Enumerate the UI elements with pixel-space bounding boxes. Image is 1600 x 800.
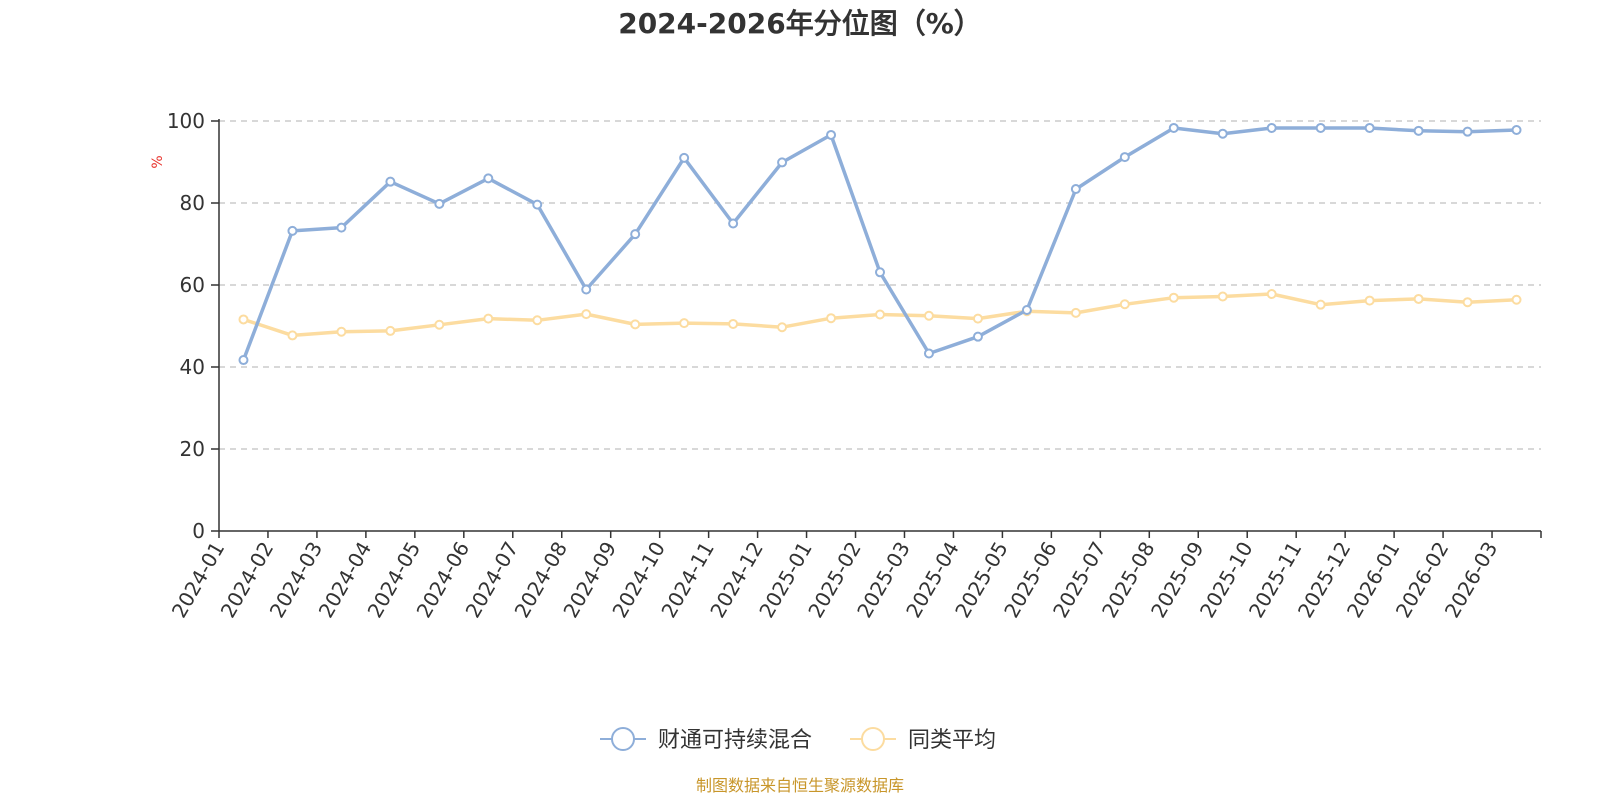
data-point[interactable] <box>972 313 983 324</box>
x-tick-labels: 2024-012024-022024-032024-042024-052024-… <box>167 538 1503 622</box>
data-point[interactable] <box>1413 293 1424 304</box>
data-point[interactable] <box>1413 125 1424 136</box>
data-point[interactable] <box>826 313 837 324</box>
data-point[interactable] <box>287 330 298 341</box>
data-point[interactable] <box>875 267 885 278</box>
data-point[interactable] <box>1119 152 1130 163</box>
data-point[interactable] <box>630 319 641 330</box>
y-tick-label: 0 <box>192 519 205 543</box>
data-point[interactable] <box>630 229 641 240</box>
data-point[interactable] <box>826 129 837 140</box>
data-point[interactable] <box>1315 122 1326 133</box>
data-point[interactable] <box>1462 297 1473 308</box>
data-point[interactable] <box>923 310 934 321</box>
data-point[interactable] <box>1266 122 1277 133</box>
data-point[interactable] <box>728 318 739 329</box>
data-point[interactable] <box>1462 126 1473 137</box>
data-point[interactable] <box>434 319 445 330</box>
data-point[interactable] <box>1168 122 1179 133</box>
data-point[interactable] <box>336 326 347 337</box>
data-point[interactable] <box>1119 299 1130 310</box>
data-point[interactable] <box>923 348 934 359</box>
data-point[interactable] <box>1511 294 1522 305</box>
legend-label: 财通可持续混合 <box>658 728 812 753</box>
data-point[interactable] <box>1217 128 1228 139</box>
legend[interactable]: 财通可持续混合 同类平均 <box>600 727 996 753</box>
data-point[interactable] <box>532 315 543 326</box>
data-point[interactable] <box>532 199 543 210</box>
data-point[interactable] <box>1364 295 1375 306</box>
chart-title: 2024-2026年分位图（%） <box>618 7 982 40</box>
data-point[interactable] <box>972 331 983 342</box>
data-point[interactable] <box>679 152 690 163</box>
data-point[interactable] <box>1070 184 1081 195</box>
data-point[interactable] <box>581 309 592 320</box>
data-point[interactable] <box>238 355 249 366</box>
data-point[interactable] <box>728 218 739 229</box>
data-point[interactable] <box>238 314 249 325</box>
y-tick-label: 100 <box>167 109 205 133</box>
data-source-note: 制图数据来自恒生聚源数据库 <box>696 776 904 795</box>
data-point[interactable] <box>875 309 885 320</box>
legend-marker <box>861 727 885 751</box>
legend-item-1[interactable]: 同类平均 <box>850 727 996 753</box>
grid-lines <box>219 120 1541 450</box>
y-tick-label: 40 <box>180 355 205 379</box>
data-point[interactable] <box>1315 299 1326 310</box>
legend-label: 同类平均 <box>908 728 996 753</box>
data-point[interactable] <box>336 222 347 233</box>
data-point[interactable] <box>483 173 494 184</box>
data-point[interactable] <box>1511 125 1522 136</box>
y-tick-labels: 0 20 40 60 80 100 <box>167 109 205 543</box>
data-point[interactable] <box>1364 122 1375 133</box>
data-point[interactable] <box>1070 307 1081 318</box>
data-point[interactable] <box>1266 289 1277 300</box>
data-point[interactable] <box>434 198 445 209</box>
data-point[interactable] <box>1168 292 1179 303</box>
y-tick-label: 20 <box>180 437 205 461</box>
data-point[interactable] <box>287 225 298 236</box>
data-point[interactable] <box>777 157 788 168</box>
data-point[interactable] <box>385 325 396 336</box>
data-point[interactable] <box>483 313 494 324</box>
legend-marker <box>611 727 635 751</box>
y-tick-label: 80 <box>180 191 205 215</box>
y-tick-label: 60 <box>180 273 205 297</box>
data-point[interactable] <box>581 284 592 295</box>
legend-item-0[interactable]: 财通可持续混合 <box>600 727 812 753</box>
series-lines <box>238 122 1522 366</box>
data-point[interactable] <box>777 322 788 333</box>
y-axis-label: % <box>150 155 166 168</box>
data-point[interactable] <box>1217 291 1228 302</box>
data-point[interactable] <box>679 318 690 329</box>
axes <box>211 119 1542 538</box>
data-point[interactable] <box>385 176 396 187</box>
data-point[interactable] <box>1021 305 1032 316</box>
